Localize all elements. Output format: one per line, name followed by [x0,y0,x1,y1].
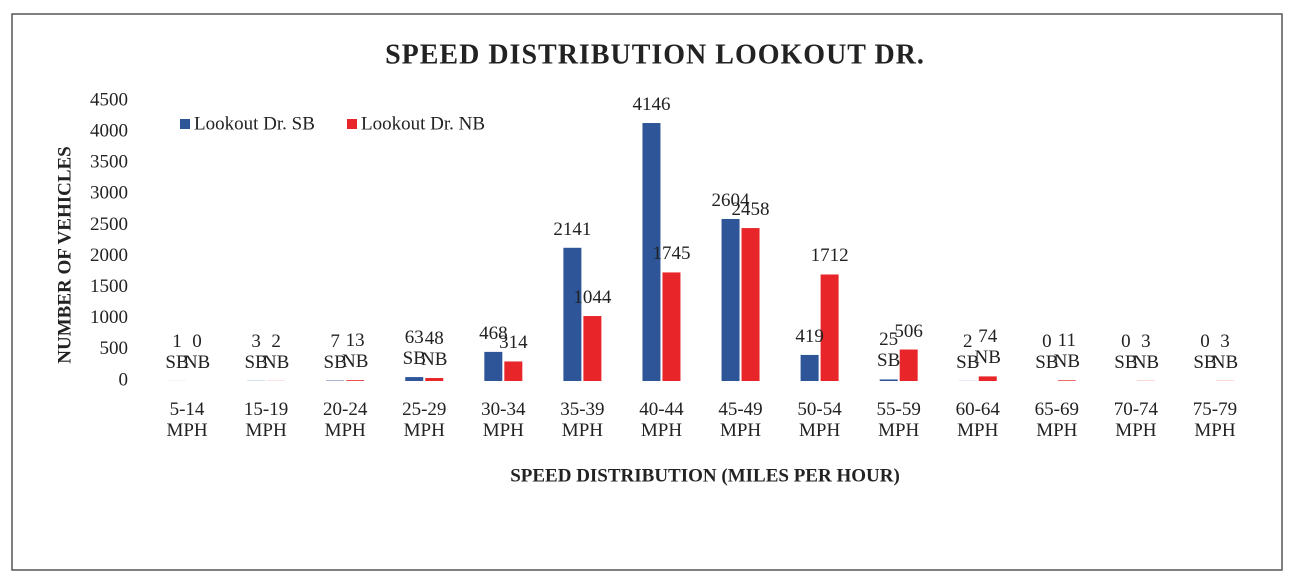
bar [820,274,839,381]
x-tick-label: 20-24 MPH [323,399,368,441]
data-label: 2604 [711,189,750,211]
x-tick-label: 30-34 MPH [481,399,526,441]
y-tick-label: 2000 [90,245,128,266]
legend-swatch [180,119,190,129]
data-label: 1712 [810,245,849,267]
bar [721,218,740,381]
data-label: 11 NB [1053,330,1081,373]
legend-label: Lookout Dr. SB [194,113,315,134]
data-label: 63 SB [402,327,426,370]
bar [563,247,582,381]
bar [642,123,661,381]
bar [405,377,424,381]
data-label: 2458 [731,199,770,221]
data-label: 419 [795,325,824,347]
y-tick-label: 4000 [90,120,128,141]
legend-swatch [347,119,357,129]
data-label: 3 SB [244,330,268,373]
y-tick-label: 1500 [90,276,128,297]
legend-label: Lookout Dr. NB [361,113,485,134]
x-tick-label: 5-14 MPH [166,399,208,441]
y-tick-label: 3000 [90,183,128,204]
x-tick-label: 55-59 MPH [876,399,921,441]
bar [879,379,898,381]
y-tick-label: 3500 [90,152,128,173]
x-tick-label: 75-79 MPH [1192,399,1238,441]
x-tick-label: 65-69 MPH [1034,399,1079,441]
data-label: 13 NB [341,330,369,373]
x-tick-label: 50-54 MPH [797,399,842,441]
x-tick-label: 25-29 MPH [402,399,447,441]
data-label: 468 [479,322,508,344]
data-label: 0 SB [1193,331,1217,373]
bar [346,380,365,381]
data-label: 3 NB [1132,330,1160,373]
data-label: 74 NB [974,326,1001,369]
data-label: 7 SB [323,330,347,373]
x-tick-label: 60-64 MPH [955,399,1000,441]
data-label: 2141 [553,218,592,240]
bar [741,228,760,381]
data-label: 4146 [632,94,671,116]
y-tick-label: 1000 [90,307,128,328]
data-label: 2 SB [956,330,980,373]
bar [1057,380,1076,381]
bar [425,378,444,381]
y-tick-label: 500 [100,338,129,359]
y-axis-title: NUMBER OF VEHICLES [54,146,75,363]
bar [504,361,523,381]
x-tick-label: 40-44 MPH [639,399,684,441]
bar [978,376,997,381]
x-tick-label: 35-39 MPH [560,399,605,441]
x-tick-label: 15-19 MPH [243,399,289,441]
bar [800,354,819,381]
y-tick-label: 4500 [90,89,128,110]
y-tick-label: 2500 [90,214,128,235]
x-tick-label: 70-74 MPH [1113,399,1159,441]
bar [662,272,681,381]
chart-title: SPEED DISTRIBUTION LOOKOUT DR. [385,39,925,70]
data-label: 314 [499,332,528,354]
bar [899,349,918,381]
data-label: 506 [894,320,923,342]
data-label: 2 NB [262,330,290,373]
data-label: 3 NB [1211,330,1239,373]
data-label: 0 NB [183,331,211,373]
data-label: 48 NB [421,328,448,371]
data-label: 1745 [652,243,691,265]
data-label: 1 SB [165,330,189,373]
data-label: 0 SB [1035,331,1059,373]
frame [11,13,1283,571]
x-tick-label: 45-49 MPH [718,399,763,441]
x-axis-title: SPEED DISTRIBUTION (MILES PER HOUR) [510,465,900,486]
data-label: 25 SB [877,329,901,372]
bar [583,316,602,381]
bar [484,351,503,381]
data-label: 0 SB [1114,331,1138,373]
data-label: 1044 [573,287,612,309]
y-tick-label: 0 [119,369,129,390]
